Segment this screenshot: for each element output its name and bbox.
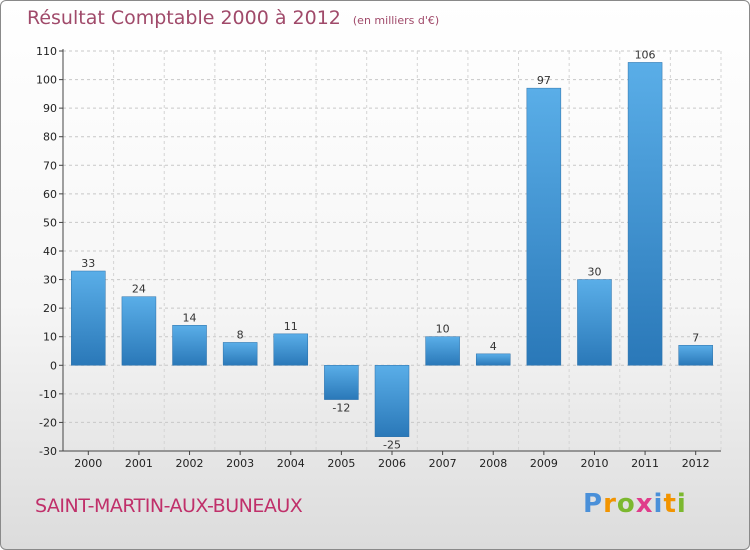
labels: -30 -20 -10 0 10 20 30 40 50 60 70 80 90 100 110 33 2000…	[36, 45, 710, 470]
y-tick-label: 0	[50, 359, 57, 372]
bar-2012	[678, 345, 713, 366]
bar-2001	[121, 296, 157, 366]
proxiti-logo: Proxiti	[583, 489, 687, 519]
chart-unit-label: (en milliers d'€)	[352, 14, 440, 27]
bar-2010	[577, 279, 612, 366]
y-tick-label: -10	[39, 388, 57, 401]
y-tick-label: -30	[39, 445, 57, 458]
x-tick-label: 2008	[479, 457, 507, 470]
data-label: 10	[436, 323, 450, 336]
data-label: 11	[284, 320, 298, 333]
data-label: 8	[237, 328, 244, 341]
bars	[71, 62, 713, 437]
axes	[59, 49, 721, 455]
y-tick-label: 40	[43, 245, 57, 258]
bar-2002	[172, 325, 207, 366]
data-label: -12	[332, 402, 350, 415]
x-tick-label: 2002	[176, 457, 204, 470]
x-tick-label: 2009	[530, 457, 558, 470]
chart-title-row: Résultat Comptable 2000 à 2012 (en millie…	[27, 7, 439, 29]
y-tick-label: 10	[43, 331, 57, 344]
x-tick-label: 2004	[277, 457, 305, 470]
bar-2006	[374, 365, 410, 437]
y-tick-label: 50	[43, 216, 57, 229]
y-tick-label: 20	[43, 302, 57, 315]
x-tick-label: 2007	[429, 457, 457, 470]
data-label: 30	[587, 266, 601, 279]
chart-title: Résultat Comptable 2000 à 2012	[27, 7, 341, 29]
y-tick-label: 90	[43, 102, 57, 115]
logo-letter: P	[583, 489, 604, 519]
x-tick-label: 2001	[125, 457, 153, 470]
x-tick-label: 2010	[580, 457, 608, 470]
logo-letter: x	[635, 489, 654, 519]
y-tick-label: 80	[43, 131, 57, 144]
bar-2003	[222, 342, 258, 366]
y-tick-label: 30	[43, 274, 57, 287]
y-tick-label: 60	[43, 188, 57, 201]
y-tick-label: -20	[39, 416, 57, 429]
bar-2004	[273, 333, 309, 366]
logo-letter: i	[676, 489, 687, 519]
bar-2005	[324, 365, 359, 400]
data-label: 7	[692, 331, 699, 344]
logo-letter: r	[603, 489, 617, 519]
y-tick-label: 70	[43, 159, 57, 172]
logo-letter: t	[663, 489, 677, 519]
data-label: 24	[132, 283, 146, 296]
x-tick-label: 2003	[226, 457, 254, 470]
bar-2000	[71, 270, 106, 366]
x-tick-label: 2005	[327, 457, 355, 470]
logo-letter: o	[616, 489, 636, 519]
bar-2011	[627, 62, 663, 366]
data-label: 33	[81, 257, 95, 270]
bar-2009	[526, 87, 562, 366]
data-label: 4	[490, 340, 497, 353]
logo-letter: i	[653, 489, 664, 519]
data-label: 106	[635, 48, 656, 61]
data-label: 97	[537, 74, 551, 87]
commune-name: SAINT-MARTIN-AUX-BUNEAUX	[35, 495, 303, 517]
y-tick-label: 110	[36, 45, 57, 58]
x-tick-label: 2011	[631, 457, 659, 470]
y-tick-label: 100	[36, 74, 57, 87]
x-tick-label: 2000	[74, 457, 102, 470]
bar-2007	[425, 336, 460, 366]
x-tick-label: 2006	[378, 457, 406, 470]
x-tick-label: 2012	[682, 457, 710, 470]
data-label: -25	[383, 439, 401, 452]
bar-2008	[475, 353, 511, 366]
data-label: 14	[183, 311, 197, 324]
